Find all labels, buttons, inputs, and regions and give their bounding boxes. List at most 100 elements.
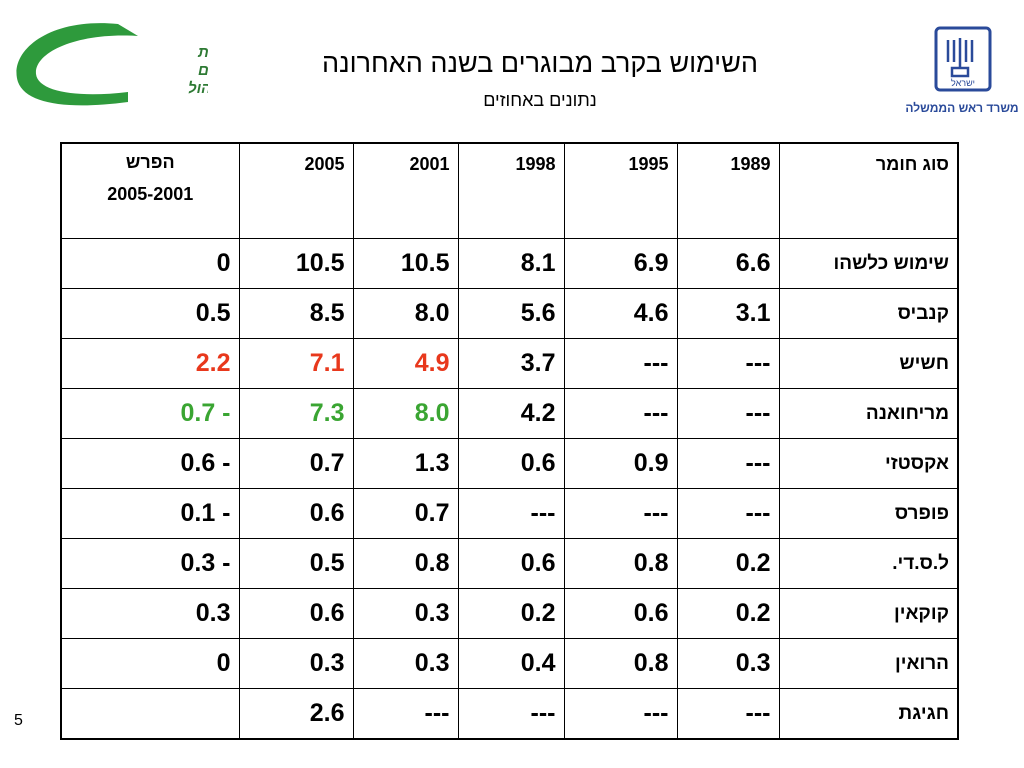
data-row: ל.ס.די. 0.2 0.8 0.6 0.8 0.5 0.3 - <box>60 538 959 589</box>
data-cell: 5.6 <box>457 288 565 339</box>
data-cell: 0.7 <box>238 438 354 489</box>
data-cell: 2.6 <box>238 688 354 740</box>
data-cell: 4.6 <box>563 288 678 339</box>
data-cell: 0.6 <box>238 588 354 639</box>
data-cell: --- <box>457 488 565 539</box>
data-cell: 0 <box>60 238 240 289</box>
data-cell: 0.5 <box>60 288 240 339</box>
row-label: פופרס <box>778 488 959 539</box>
data-cell: --- <box>352 688 459 740</box>
row-label: אקסטזי <box>778 438 959 489</box>
data-cell: 0.8 <box>563 638 678 689</box>
data-cell: --- <box>676 388 780 439</box>
data-row: פופרס --- --- --- 0.7 0.6 0.1 - <box>60 488 959 539</box>
data-cell: 0.6 <box>457 538 565 589</box>
logo-text: למלחמה בסמים <box>198 62 208 79</box>
data-cell: 0.5 <box>238 538 354 589</box>
logo-text: משרד ראש הממשלה <box>905 101 1018 115</box>
row-label: ל.ס.די. <box>778 538 959 589</box>
row-label: קנביס <box>778 288 959 339</box>
data-row: קוקאין 0.2 0.6 0.2 0.3 0.6 0.3 <box>60 588 959 639</box>
data-cell: 6.9 <box>563 238 678 289</box>
data-cell: --- <box>563 488 678 539</box>
data-row: חשיש --- --- 3.7 4.9 7.1 2.2 <box>60 338 959 389</box>
data-cell: 3.7 <box>457 338 565 389</box>
data-cell: 6.6 <box>676 238 780 289</box>
data-cell: --- <box>563 688 678 740</box>
data-cell: 0.3 <box>60 588 240 639</box>
row-label: חשיש <box>778 338 959 389</box>
data-cell: 4.9 <box>352 338 459 389</box>
data-cell: 0.8 <box>563 538 678 589</box>
title: השימוש בקרב מבוגרים בשנה האחרונה <box>321 48 759 78</box>
row-label: שימוש כלשהו <box>778 238 959 289</box>
logo-right: ישראל משרד ראש הממשלה <box>905 26 1019 115</box>
data-cell: --- <box>457 688 565 740</box>
data-cell: 10.5 <box>238 238 354 289</box>
header-cell: 2005 <box>238 142 354 239</box>
data-cell: 0.7 - <box>60 388 240 439</box>
data-cell: 8.0 <box>352 388 459 439</box>
data-cell: --- <box>563 388 678 439</box>
data-cell: 8.5 <box>238 288 354 339</box>
data-cell: 0.2 <box>676 538 780 589</box>
data-cell: 8.1 <box>457 238 565 289</box>
data-row: מריחואנה --- --- 4.2 8.0 7.3 0.7 - <box>60 388 959 439</box>
data-cell: --- <box>676 688 780 740</box>
data-cell: 0.6 <box>238 488 354 539</box>
header-line: 2005-2001 <box>107 184 194 204</box>
data-cell: --- <box>676 488 780 539</box>
data-cell: 0.1 - <box>60 488 240 539</box>
data-cell: 8.0 <box>352 288 459 339</box>
data-cell: 0.6 <box>563 588 678 639</box>
data-cell: 0.8 <box>352 538 459 589</box>
logo-text: ואלכוהול <box>188 80 208 97</box>
data-cell: 0.3 <box>352 638 459 689</box>
data-cell: 0.2 <box>676 588 780 639</box>
header-cell: 2001 <box>352 142 459 239</box>
header-cell: 1998 <box>457 142 565 239</box>
data-cell: 0 <box>60 638 240 689</box>
data-row: אקסטזי --- 0.9 0.6 1.3 0.7 0.6 - <box>60 438 959 489</box>
data-cell <box>60 688 240 740</box>
data-cell: 0.4 <box>457 638 565 689</box>
emblem-text: ישראל <box>951 78 975 88</box>
row-label: מריחואנה <box>778 388 959 439</box>
header-cell: הפרש 2005-2001 <box>60 142 240 239</box>
data-cell: 0.2 <box>457 588 565 639</box>
data-cell: 0.9 <box>563 438 678 489</box>
header-line: הפרש <box>125 152 175 172</box>
row-label: הרואין <box>778 638 959 689</box>
data-cell: 7.1 <box>238 338 354 389</box>
data-cell: 10.5 <box>352 238 459 289</box>
data-cell: 0.3 <box>352 588 459 639</box>
data-row: שימוש כלשהו 6.6 6.9 8.1 10.5 10.5 0 <box>60 238 959 289</box>
data-cell: 0.6 <box>457 438 565 489</box>
page-number: 5 <box>14 712 23 729</box>
header-row: סוג חומר 1989 1995 1998 2001 2005 הפרש 2005-200… <box>60 142 959 239</box>
data-cell: --- <box>563 338 678 389</box>
row-label: קוקאין <box>778 588 959 639</box>
data-row: קנביס 3.1 4.6 5.6 8.0 8.5 0.5 <box>60 288 959 339</box>
data-row: חגיגת --- --- --- --- 2.6 <box>60 688 959 740</box>
data-cell: 0.3 - <box>60 538 240 589</box>
data-table: סוג חומר 1989 1995 1998 2001 2005 הפרש 2005-200… <box>60 142 959 740</box>
data-cell: 3.1 <box>676 288 780 339</box>
subtitle: נתונים באחוזים <box>483 90 597 110</box>
data-cell: 4.2 <box>457 388 565 439</box>
header-cell: סוג חומר <box>778 142 959 239</box>
data-cell: 0.7 <box>352 488 459 539</box>
row-label: חגיגת <box>778 688 959 740</box>
data-cell: 7.3 <box>238 388 354 439</box>
header-cell: 1989 <box>676 142 780 239</box>
data-cell: 1.3 <box>352 438 459 489</box>
data-cell: 2.2 <box>60 338 240 389</box>
data-row: הרואין 0.3 0.8 0.4 0.3 0.3 0 <box>60 638 959 689</box>
data-cell: 0.6 - <box>60 438 240 489</box>
logo-text: הרשות הלאומית <box>197 44 208 61</box>
logo-left: הרשות הלאומית למלחמה בסמים ואלכוהול <box>16 23 208 106</box>
data-cell: --- <box>676 338 780 389</box>
data-cell: 0.3 <box>676 638 780 689</box>
data-cell: --- <box>676 438 780 489</box>
